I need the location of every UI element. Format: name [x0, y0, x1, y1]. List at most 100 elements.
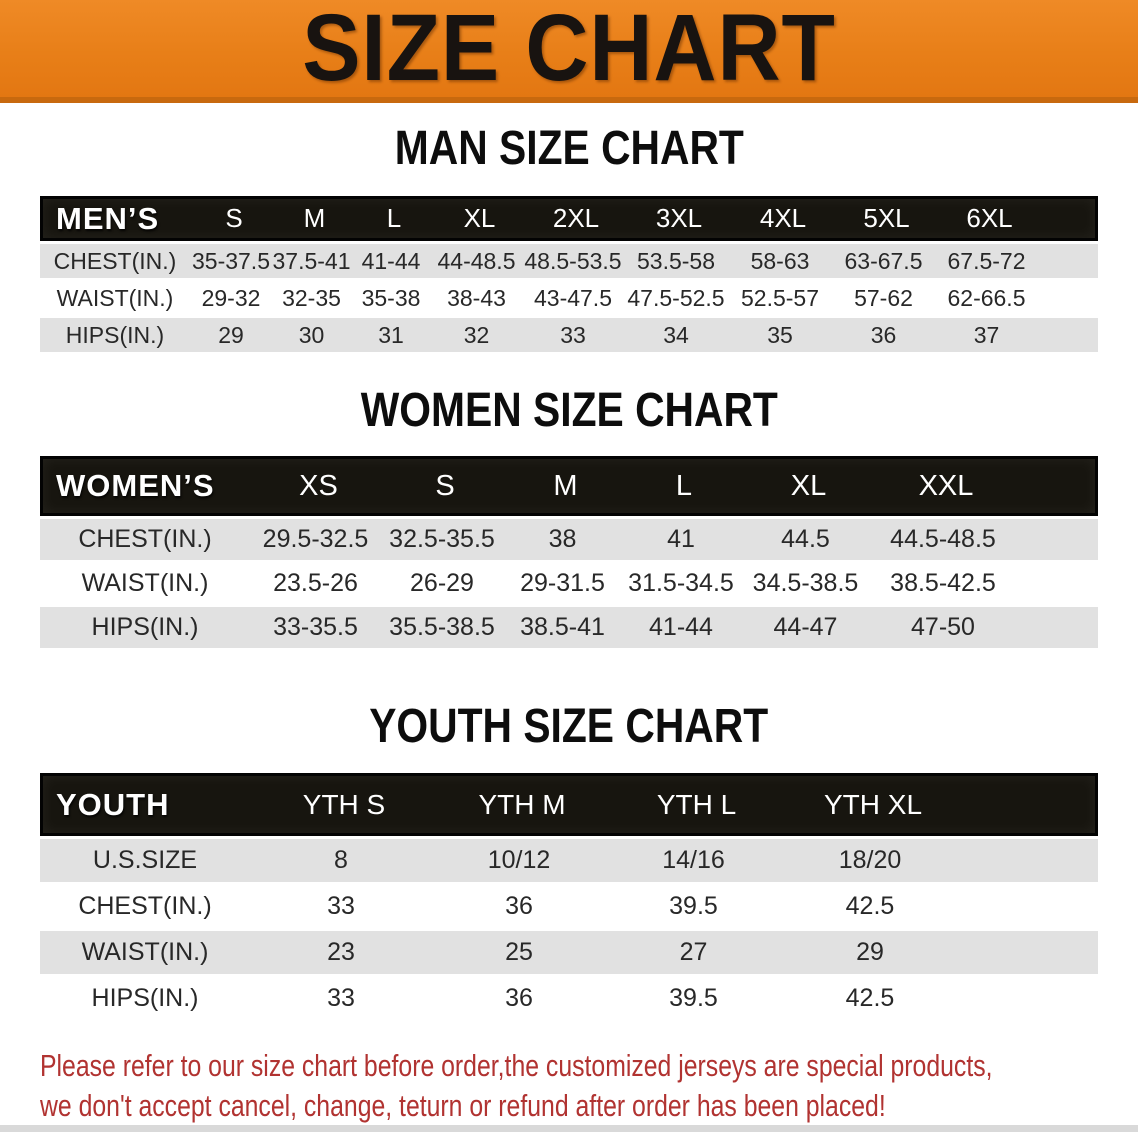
women-size-table: WOMEN’S XS S M L XL XXL CHEST(IN.) 29.5-32.5 32.5…	[40, 456, 1098, 648]
cell-value: 32-35	[282, 284, 341, 311]
table-row: WAIST(IN.) 29-32 32-35 35-38 38-43 43-47.5 47.…	[40, 281, 1098, 315]
cell-value: 44.5-48.5	[890, 525, 996, 553]
cell-value: 26-29	[410, 569, 474, 597]
column-header: 5XL	[863, 203, 910, 233]
section-heading-youth-text: YOUTH SIZE CHART	[369, 700, 769, 753]
cell-value: 57-62	[854, 284, 913, 311]
cell-value: 38	[548, 525, 577, 553]
cell-value: 33-35.5	[273, 613, 358, 641]
column-header: L	[675, 469, 693, 502]
size-chart-banner: SIZE CHART	[0, 0, 1138, 103]
cell-value: 33	[560, 321, 586, 348]
column-header: XXL	[918, 469, 974, 502]
cell-value: 31	[378, 321, 404, 348]
column-header: M	[553, 469, 578, 502]
table-row: CHEST(IN.) 33 36 39.5 42.5	[40, 885, 1098, 928]
cell-value: 41-44	[361, 247, 421, 274]
cell-value: 31.5-34.5	[628, 569, 734, 597]
row-label: HIPS(IN.)	[91, 613, 199, 641]
section-heading-man: MAN SIZE CHART	[0, 123, 1138, 175]
table-row: WAIST(IN.) 23.5-26 26-29 29-31.5 31.5-34.5 34…	[40, 563, 1098, 604]
cell-value: 29.5-32.5	[262, 525, 369, 553]
cell-value: 30	[298, 321, 325, 348]
cell-value: 44-47	[773, 613, 838, 641]
column-header: 3XL	[655, 203, 703, 233]
section-heading-youth: YOUTH SIZE CHART	[0, 701, 1138, 753]
cell-value: 36	[505, 892, 533, 920]
cell-value: 32	[463, 321, 490, 348]
section-heading-women-text: WOMEN SIZE CHART	[360, 384, 778, 437]
cell-value: 41-44	[649, 613, 713, 641]
cell-value: 35-38	[361, 284, 421, 311]
row-label: WAIST(IN.)	[81, 569, 209, 597]
column-header: 6XL	[966, 203, 1013, 233]
cell-value: 29	[218, 321, 244, 348]
cell-value: 36	[505, 984, 533, 1012]
cell-value: 39.5	[669, 892, 718, 920]
row-label: WAIST(IN.)	[81, 938, 209, 966]
cell-value: 62-66.5	[947, 284, 1026, 311]
cell-value: 35.5-38.5	[389, 613, 495, 641]
cell-value: 34	[663, 321, 689, 348]
banner-title: SIZE CHART	[302, 0, 836, 101]
table-row: WAIST(IN.) 23 25 27 29	[40, 931, 1098, 974]
disclaimer: Please refer to our size chart before or…	[40, 1046, 1138, 1126]
table-row: HIPS(IN.) 29 30 31 32 33 34 35 36 37	[40, 318, 1098, 352]
column-header: 2XL	[552, 203, 600, 233]
table-row: CHEST(IN.) 35-37.5 37.5-41 41-44 44-48.5 48.5…	[40, 244, 1098, 278]
cell-value: 27	[679, 938, 708, 966]
cell-value: 18/20	[838, 846, 902, 874]
corner-label: MEN’S	[56, 200, 160, 236]
column-header: YTH L	[656, 788, 737, 820]
row-label: CHEST(IN.)	[78, 525, 212, 553]
column-header: M	[303, 203, 326, 233]
column-header: L	[386, 203, 402, 233]
cell-value: 33	[327, 892, 355, 920]
bottom-edge-strip	[0, 1125, 1138, 1132]
column-header: YTH XL	[823, 788, 923, 820]
cell-value: 35-37.5	[191, 247, 270, 274]
men-size-table: MEN’S S M L XL 2XL 3XL 4XL 5XL 6XL CHEST(IN.) 35-37…	[40, 196, 1098, 352]
cell-value: 58-63	[750, 247, 810, 274]
cell-value: 29-31.5	[520, 569, 605, 597]
cell-value: 23.5-26	[273, 569, 358, 597]
table-row: HIPS(IN.) 33 36 39.5 42.5	[40, 977, 1098, 1020]
row-label: CHEST(IN.)	[53, 247, 177, 274]
cell-value: 42.5	[845, 892, 895, 920]
table-row: CHEST(IN.) 29.5-32.5 32.5-35.5 38 41 44.5 44.5…	[40, 519, 1098, 560]
cell-value: 32.5-35.5	[389, 525, 495, 553]
youth-size-table: YOUTH YTH S YTH M YTH L YTH XL U.S.SIZE 8 10/12…	[40, 773, 1098, 1020]
column-header: YTH M	[478, 788, 566, 820]
cell-value: 53.5-58	[636, 247, 715, 274]
cell-value: 52.5-57	[740, 284, 819, 311]
cell-value: 44-48.5	[437, 247, 516, 274]
table-header-row: MEN’S S M L XL 2XL 3XL 4XL 5XL 6XL	[40, 196, 1098, 241]
cell-value: 41	[667, 525, 695, 553]
cell-value: 42.5	[845, 984, 895, 1012]
cell-value: 38.5-41	[520, 613, 605, 641]
cell-value: 25	[505, 938, 533, 966]
row-label: HIPS(IN.)	[91, 984, 199, 1012]
column-header: XL	[790, 469, 827, 502]
table-header-row: WOMEN’S XS S M L XL XXL	[40, 456, 1098, 516]
row-label: WAIST(IN.)	[56, 284, 174, 311]
table-row: U.S.SIZE 8 10/12 14/16 18/20	[40, 839, 1098, 882]
column-header: S	[435, 469, 455, 502]
section-heading-man-text: MAN SIZE CHART	[394, 122, 744, 175]
cell-value: 43-47.5	[533, 284, 612, 311]
cell-value: 37.5-41	[272, 247, 351, 274]
cell-value: 23	[327, 938, 355, 966]
section-heading-women: WOMEN SIZE CHART	[0, 385, 1138, 437]
disclaimer-line-1: Please refer to our size chart before or…	[40, 1048, 993, 1083]
cell-value: 48.5-53.5	[524, 247, 622, 274]
cell-value: 33	[327, 984, 355, 1012]
corner-label: YOUTH	[56, 786, 170, 822]
column-header: XS	[299, 469, 338, 502]
cell-value: 36	[870, 321, 897, 348]
disclaimer-line-2: we don't accept cancel, change, teturn o…	[40, 1088, 886, 1123]
cell-value: 38.5-42.5	[890, 569, 996, 597]
column-header: YTH S	[302, 788, 386, 820]
cell-value: 14/16	[662, 846, 725, 874]
cell-value: 39.5	[669, 984, 718, 1012]
column-header: S	[225, 203, 243, 233]
